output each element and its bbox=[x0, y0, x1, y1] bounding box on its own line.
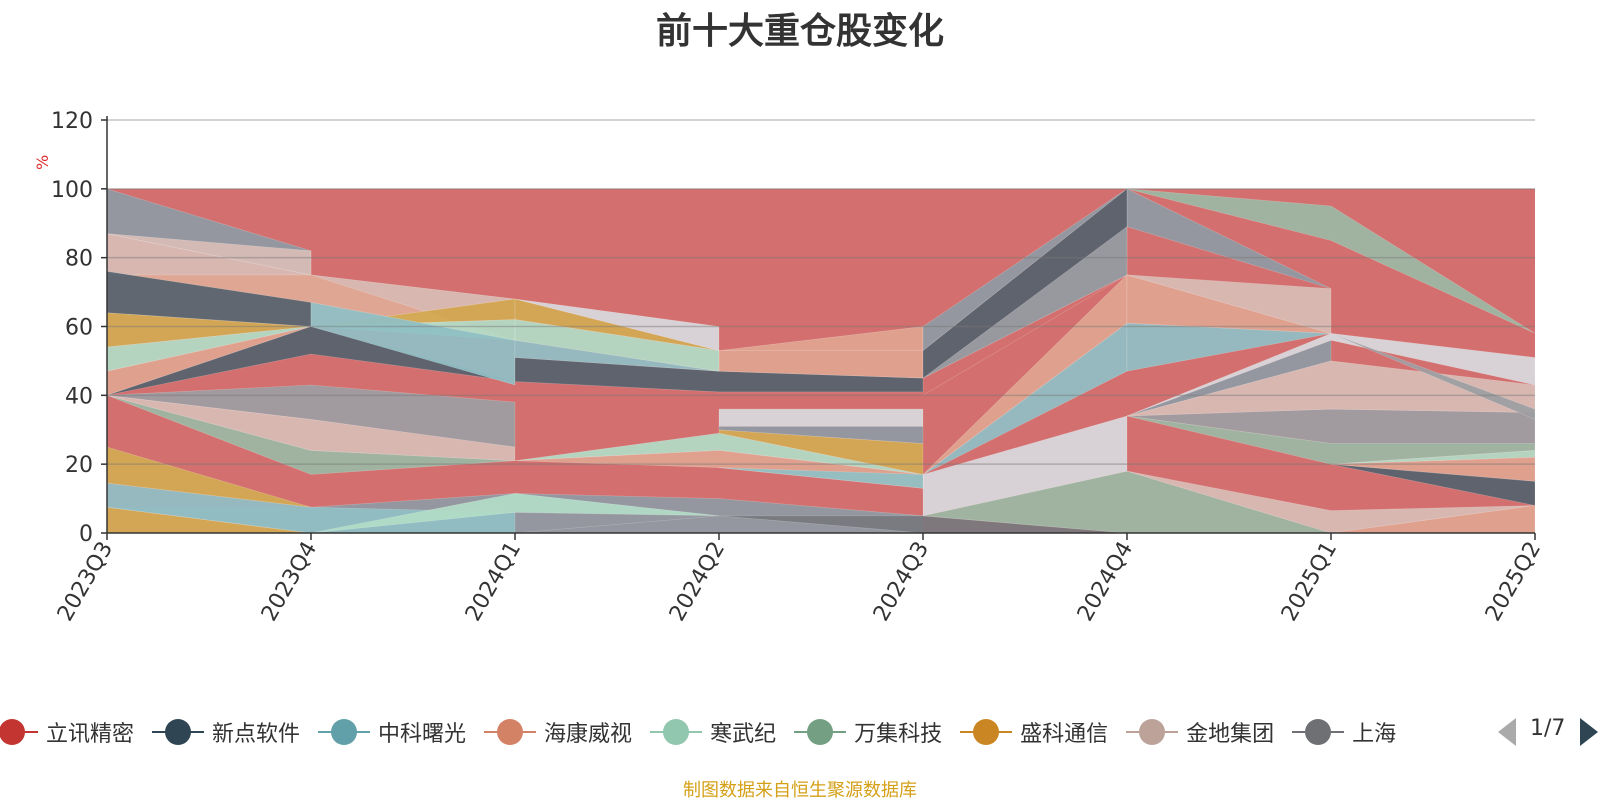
legend-item[interactable]: 上海 bbox=[1292, 712, 1396, 752]
legend-label: 上海 bbox=[1352, 722, 1397, 747]
x-tick-label: 2024Q3 bbox=[869, 538, 934, 626]
legend-marker-icon bbox=[1126, 718, 1179, 746]
legend-marker-icon bbox=[484, 718, 537, 746]
area-band[interactable] bbox=[1330, 463, 1536, 506]
area-band[interactable] bbox=[1330, 456, 1536, 482]
legend-item[interactable]: 中科曙光 bbox=[318, 712, 466, 752]
area-bands bbox=[106, 188, 1536, 534]
x-tick-label: 2024Q1 bbox=[461, 538, 526, 626]
legend-item[interactable]: 万集科技 bbox=[794, 712, 942, 752]
legend-label: 寒武纪 bbox=[710, 722, 777, 747]
area-band[interactable] bbox=[922, 226, 1128, 379]
legend-page-indicator: 1/7 bbox=[1530, 716, 1566, 741]
area-band[interactable] bbox=[1126, 333, 1536, 417]
axes bbox=[101, 116, 1536, 540]
legend-item[interactable]: 寒武纪 bbox=[650, 712, 776, 752]
legend-label: 新点软件 bbox=[212, 722, 301, 747]
y-tick-label: 120 bbox=[51, 109, 93, 134]
legend-label: 中科曙光 bbox=[378, 722, 467, 747]
legend-item[interactable]: 新点软件 bbox=[152, 712, 300, 752]
y-tick-label: 60 bbox=[65, 316, 93, 341]
area-band[interactable] bbox=[718, 467, 924, 489]
legend-marker-icon bbox=[152, 718, 205, 746]
area-band[interactable] bbox=[106, 233, 312, 276]
x-tick-labels: 2023Q3 2023Q4 2024Q1 2024Q2 2024Q3 2024Q4 2025… bbox=[53, 538, 1546, 626]
x-tick-label: 2025Q1 bbox=[1277, 538, 1342, 626]
y-tick-label: 40 bbox=[65, 384, 93, 409]
legend-label: 盛科通信 bbox=[1020, 722, 1109, 747]
y-tick-label: 100 bbox=[51, 178, 93, 203]
source-note: 制图数据来自恒生聚源数据库 bbox=[683, 780, 917, 801]
legend-marker-icon bbox=[1292, 718, 1345, 746]
legend-marker-icon bbox=[650, 718, 703, 746]
area-band[interactable] bbox=[718, 408, 924, 427]
area-band[interactable] bbox=[514, 319, 720, 372]
legend-marker-icon bbox=[794, 718, 847, 746]
legend-next-page-icon[interactable] bbox=[1580, 718, 1598, 746]
area-band[interactable] bbox=[1126, 415, 1536, 465]
legend-item[interactable]: 海康威视 bbox=[484, 712, 632, 752]
legend-item[interactable]: 立讯精密 bbox=[0, 712, 134, 752]
x-tick-label: 2023Q3 bbox=[53, 538, 118, 626]
area-band[interactable] bbox=[1126, 274, 1332, 334]
legend-marker-icon bbox=[318, 718, 371, 746]
y-axis-unit: % bbox=[33, 155, 52, 170]
x-tick-label: 2024Q4 bbox=[1073, 538, 1138, 626]
legend-label: 金地集团 bbox=[1186, 722, 1275, 747]
legend-item[interactable]: 盛科通信 bbox=[960, 712, 1108, 752]
area-band[interactable] bbox=[310, 302, 516, 386]
legend-label: 海康威视 bbox=[544, 722, 633, 747]
chart-area: 0 20 40 60 80 100 120 2023Q3 2023Q4 2024Q1 2024Q2… bbox=[33, 109, 1546, 626]
y-tick-label: 20 bbox=[65, 453, 93, 478]
legend-item[interactable]: 金地集团 bbox=[1126, 712, 1274, 752]
x-tick-label: 2025Q2 bbox=[1481, 538, 1546, 626]
area-band[interactable] bbox=[106, 384, 516, 448]
area-band[interactable] bbox=[1126, 188, 1536, 334]
legend-label: 立讯精密 bbox=[46, 722, 135, 747]
legend-items: 立讯精密 新点软件 中科曙光 海康威视 寒武纪 万集科技 盛科通信 金地集团 上海 bbox=[0, 712, 1452, 752]
x-tick-label: 2023Q4 bbox=[257, 538, 322, 626]
area-band[interactable] bbox=[1330, 333, 1536, 420]
y-tick-label: 0 bbox=[79, 522, 93, 547]
chart-title: 前十大重仓股变化 bbox=[655, 11, 944, 52]
x-tick-label: 2024Q2 bbox=[665, 538, 730, 626]
area-band[interactable] bbox=[106, 395, 516, 462]
legend-label: 万集科技 bbox=[854, 722, 943, 747]
legend-prev-page-icon[interactable] bbox=[1498, 718, 1516, 746]
gridlines bbox=[107, 119, 1535, 465]
y-tick-label: 80 bbox=[65, 247, 93, 272]
area-band[interactable] bbox=[514, 298, 720, 351]
legend-marker-icon bbox=[0, 718, 38, 746]
legend: 立讯精密 新点软件 中科曙光 海康威视 寒武纪 万集科技 盛科通信 金地集团 上海 1/7 bbox=[0, 712, 1600, 752]
legend-marker-icon bbox=[960, 718, 1013, 746]
y-tick-labels: 0 20 40 60 80 100 120 bbox=[51, 109, 93, 547]
